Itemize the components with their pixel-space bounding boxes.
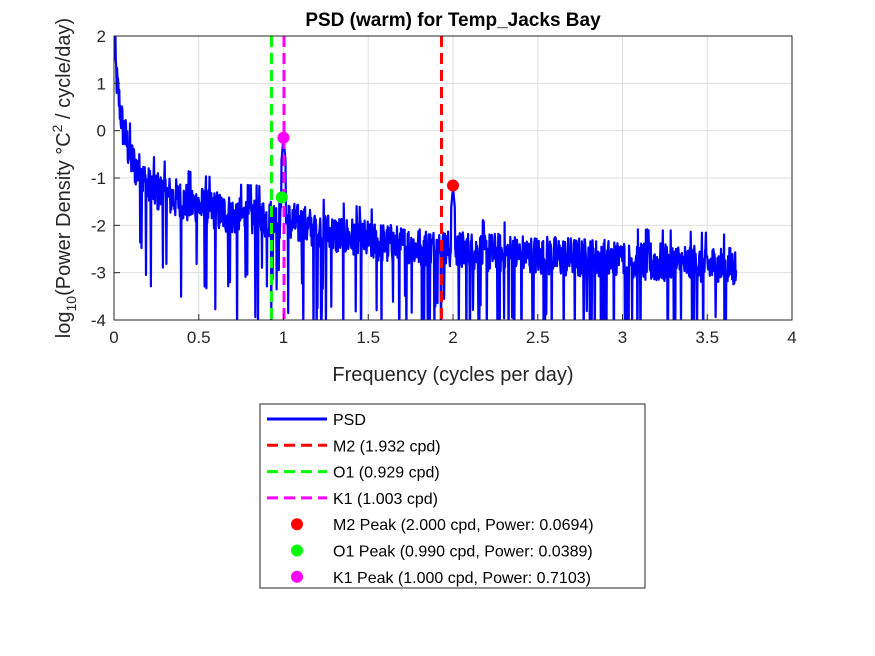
legend-label: M2 Peak (2.000 cpd, Power: 0.0694): [333, 517, 594, 534]
legend-swatch: [291, 518, 303, 531]
axis-ticks: 0 0.5 1 1.5 2 2.5 3 3.5 4 -4 -3 -2 -1 0 1 2: [91, 27, 797, 347]
legend-label: K1 (1.003 cpd): [333, 491, 438, 508]
x-tick-label: 2.5: [526, 328, 550, 347]
x-tick-label: 3: [618, 328, 627, 347]
y-tick-label: 1: [97, 74, 106, 93]
psd-line: [114, 36, 738, 320]
y-tick-label: 0: [97, 122, 106, 141]
x-tick-label: 0: [109, 328, 118, 347]
legend-swatch: [291, 570, 303, 583]
x-tick-label: 1.5: [356, 328, 380, 347]
legend-label: O1 (0.929 cpd): [333, 465, 440, 482]
y-label-subscript: 10: [63, 296, 79, 312]
chart-title: PSD (warm) for Temp_Jacks Bay: [305, 10, 601, 31]
legend-label: K1 Peak (1.000 cpd, Power: 0.7103): [333, 570, 591, 587]
m2-peak-marker: [447, 179, 459, 192]
legend-label: M2 (1.932 cpd): [333, 438, 441, 455]
k1-peak-marker: [277, 131, 290, 144]
y-tick-label: 2: [97, 27, 106, 46]
y-tick-label: -3: [91, 264, 106, 283]
x-tick-label: 1: [279, 328, 288, 347]
x-tick-label: 2: [448, 328, 457, 347]
legend-swatch: [291, 544, 303, 557]
x-tick-label: 3.5: [695, 328, 719, 347]
x-tick-label: 0.5: [187, 328, 211, 347]
y-tick-label: -1: [91, 169, 106, 188]
y-tick-label: -2: [91, 216, 106, 235]
legend-label: PSD: [333, 412, 366, 429]
y-label-suffix: / cycle/day): [53, 18, 75, 125]
x-axis-label: Frequency (cycles per day): [332, 364, 573, 386]
y-axis-label: log10(Power Density °C2 / cycle/day): [49, 18, 79, 338]
data-layer: [114, 36, 738, 320]
y-label-prefix: log: [53, 311, 75, 338]
o1-peak-marker: [275, 191, 288, 204]
legend-box: [259, 403, 646, 589]
legend: PSD M2 (1.932 cpd) O1 (0.929 cpd) K1 (1.003…: [259, 403, 646, 589]
y-label-main: (Power Density °C: [53, 132, 75, 296]
y-tick-label: -4: [91, 311, 106, 330]
legend-label: O1 Peak (0.990 cpd, Power: 0.0389): [333, 544, 593, 561]
x-tick-label: 4: [787, 328, 796, 347]
y-label-superscript: 2: [49, 124, 65, 132]
